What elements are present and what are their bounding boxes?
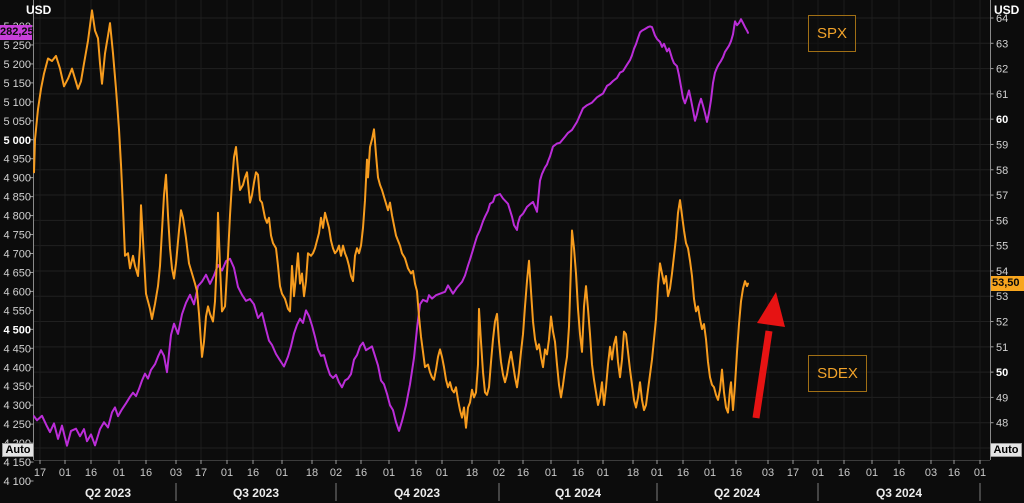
- right-axis-tick-label: 56: [996, 215, 1008, 227]
- left-axis-tick-label: 4 650: [3, 267, 31, 279]
- x-axis-quarter-label: Q4 2023: [394, 486, 440, 500]
- left-axis-tick-label: 4 150: [3, 457, 31, 469]
- x-axis-date-label: 01: [597, 467, 609, 479]
- x-axis-date-label: 01: [383, 467, 395, 479]
- left-axis-tick-label: 4 700: [3, 249, 31, 261]
- x-axis-date-label: 16: [140, 467, 152, 479]
- x-axis-date-label: 18: [627, 467, 639, 479]
- left-axis-tick-label: 5 200: [3, 59, 31, 71]
- right-axis-unit-label: USD: [994, 3, 1020, 17]
- x-axis-date-label: 18: [466, 467, 478, 479]
- x-axis-date-label: 16: [517, 467, 529, 479]
- x-axis-date-label: 01: [974, 467, 986, 479]
- x-axis-quarter-label: Q1 2024: [555, 486, 601, 500]
- x-axis-quarter-label: Q2 2024: [714, 486, 760, 500]
- x-axis-date-label: 03: [925, 467, 937, 479]
- right-axis-tick-label: 53: [996, 291, 1008, 303]
- x-axis-date-label: 01: [436, 467, 448, 479]
- x-axis-date-label: 16: [85, 467, 97, 479]
- x-axis-quarter-label: Q3 2023: [233, 486, 279, 500]
- red-arrow-head[interactable]: [757, 292, 785, 327]
- spx-series-label[interactable]: SPX: [808, 15, 856, 52]
- x-axis-date-label: 16: [572, 467, 584, 479]
- x-axis-date-label: 16: [410, 467, 422, 479]
- right-axis-tick-label: 52: [996, 317, 1008, 329]
- x-axis-date-label: 17: [195, 467, 207, 479]
- right-axis-tick-label: 54: [996, 266, 1008, 278]
- right-axis-tick-label: 61: [996, 89, 1008, 101]
- x-axis-date-label: 03: [170, 467, 182, 479]
- left-axis-tick-label: 4 300: [3, 400, 31, 412]
- right-axis-tick-label: 58: [996, 165, 1008, 177]
- left-axis-tick-label: 4 550: [3, 305, 31, 317]
- x-axis-date-label: 01: [276, 467, 288, 479]
- right-axis-tick-label: 62: [996, 64, 1008, 76]
- x-axis-date-label: 02: [493, 467, 505, 479]
- left-axis-tick-label: 4 750: [3, 230, 31, 242]
- left-axis-tick-label: 5 000: [3, 135, 31, 147]
- x-axis-date-label: 01: [866, 467, 878, 479]
- sdex-line: [33, 9, 749, 429]
- x-axis-date-label: 01: [221, 467, 233, 479]
- left-axis-tick-label: 4 500: [3, 324, 31, 336]
- left-axis-tick-label: 4 450: [3, 343, 31, 355]
- right-axis-tick-label: 51: [996, 342, 1008, 354]
- x-axis-date-label: 01: [545, 467, 557, 479]
- x-axis-date-label: 01: [704, 467, 716, 479]
- x-axis-date-label: 16: [247, 467, 259, 479]
- x-axis-quarter-label: Q2 2023: [85, 486, 131, 500]
- spx-last-price-badge: 282,25: [0, 25, 34, 40]
- left-axis-tick-label: 4 100: [3, 476, 31, 488]
- x-axis-date-label: 01: [812, 467, 824, 479]
- left-axis-tick-label: 4 250: [3, 419, 31, 431]
- x-axis-date-label: 02: [330, 467, 342, 479]
- left-axis-tick-label: 4 950: [3, 154, 31, 166]
- left-axis-tick-label: 4 850: [3, 192, 31, 204]
- right-axis-tick-label: 49: [996, 392, 1008, 404]
- right-axis-tick-label: 50: [996, 367, 1008, 379]
- left-axis-tick-label: 4 350: [3, 381, 31, 393]
- x-axis-quarter-label: Q3 2024: [876, 486, 922, 500]
- left-axis-tick-label: 4 600: [3, 286, 31, 298]
- left-axis-tick-label: 4 800: [3, 211, 31, 223]
- x-axis-date-label: 17: [34, 467, 46, 479]
- x-axis-date-label: 16: [355, 467, 367, 479]
- right-axis-auto-button[interactable]: Auto: [990, 443, 1022, 457]
- spx-line: [33, 18, 749, 447]
- right-axis-tick-label: 60: [996, 114, 1008, 126]
- sdex-last-price-badge: 53,50: [991, 276, 1024, 291]
- right-axis-tick-label: 48: [996, 418, 1008, 430]
- right-axis-tick-label: 55: [996, 241, 1008, 253]
- x-axis-date-label: 16: [948, 467, 960, 479]
- left-axis-tick-label: 5 050: [3, 116, 31, 128]
- x-axis-date-label: 16: [730, 467, 742, 479]
- left-axis-tick-label: 4 900: [3, 173, 31, 185]
- x-axis-date-label: 16: [838, 467, 850, 479]
- x-axis-date-label: 17: [787, 467, 799, 479]
- left-axis-tick-label: 5 250: [3, 40, 31, 52]
- left-axis-tick-label: 5 150: [3, 78, 31, 90]
- x-axis-date-label: 03: [762, 467, 774, 479]
- left-axis-tick-label: 4 400: [3, 362, 31, 374]
- x-axis-date-label: 01: [651, 467, 663, 479]
- x-axis-date-label: 18: [306, 467, 318, 479]
- x-axis-date-label: 16: [677, 467, 689, 479]
- x-axis-date-label: 01: [113, 467, 125, 479]
- sdex-series-label[interactable]: SDEX: [808, 355, 867, 392]
- left-axis-tick-label: 5 100: [3, 97, 31, 109]
- right-axis-tick-label: 63: [996, 38, 1008, 50]
- right-axis-tick-label: 64: [996, 13, 1008, 25]
- red-arrow-shaft[interactable]: [752, 330, 773, 419]
- right-axis-tick-label: 57: [996, 190, 1008, 202]
- x-axis-date-label: 16: [893, 467, 905, 479]
- x-axis-date-label: 01: [59, 467, 71, 479]
- right-axis-tick-label: 59: [996, 139, 1008, 151]
- left-axis-unit-label: USD: [26, 3, 52, 17]
- left-axis-auto-button[interactable]: Auto: [2, 443, 34, 457]
